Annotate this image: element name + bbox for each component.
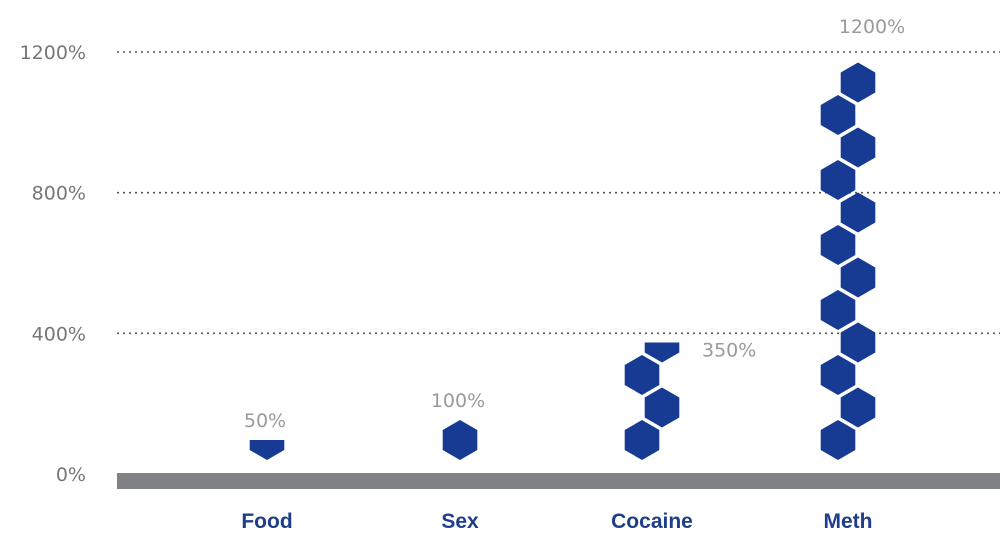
hexagon-mark <box>820 355 856 395</box>
hexagon-mark <box>820 225 856 265</box>
data-label: 100% <box>431 390 485 412</box>
hexagon-mark <box>644 387 680 428</box>
hexagon-mark <box>840 62 876 103</box>
hexagon-mark <box>624 420 660 460</box>
y-tick-label: 0% <box>56 464 86 486</box>
data-label: 350% <box>702 340 756 362</box>
hexagon-mark <box>840 192 876 233</box>
hexagon-mark <box>820 290 856 330</box>
hexagon-mark <box>840 257 876 298</box>
x-axis-baseline <box>117 473 1000 489</box>
hexagon-mark <box>442 420 478 460</box>
bar-meth <box>820 62 876 460</box>
bar-cocaine <box>624 342 680 460</box>
category-label: Meth <box>824 510 873 533</box>
bar-food <box>249 440 285 460</box>
category-label: Food <box>241 510 292 533</box>
x-axis-category-labels: Food Sex Cocaine Meth <box>241 510 872 533</box>
partial-hexagon-mark <box>249 440 285 460</box>
category-label: Cocaine <box>611 510 693 533</box>
data-labels: 50% 100% 350% 1200% <box>244 16 905 432</box>
hexagon-mark <box>820 420 856 460</box>
hexagon-mark <box>820 95 856 135</box>
data-label: 50% <box>244 410 286 432</box>
hexagon-mark <box>840 322 876 363</box>
y-axis-tick-labels: 0% 400% 800% 1200% <box>20 42 86 486</box>
y-tick-label: 400% <box>32 323 86 345</box>
data-label: 1200% <box>839 16 905 38</box>
hexagon-mark <box>624 355 660 395</box>
hexagon-mark <box>840 387 876 428</box>
partial-hexagon-mark <box>644 342 680 363</box>
bars <box>249 62 876 460</box>
hexagon-mark <box>840 127 876 168</box>
hexagon-mark <box>820 160 856 200</box>
bar-sex <box>442 420 478 460</box>
y-tick-label: 800% <box>32 183 86 205</box>
category-label: Sex <box>441 510 479 533</box>
y-tick-label: 1200% <box>20 42 86 64</box>
